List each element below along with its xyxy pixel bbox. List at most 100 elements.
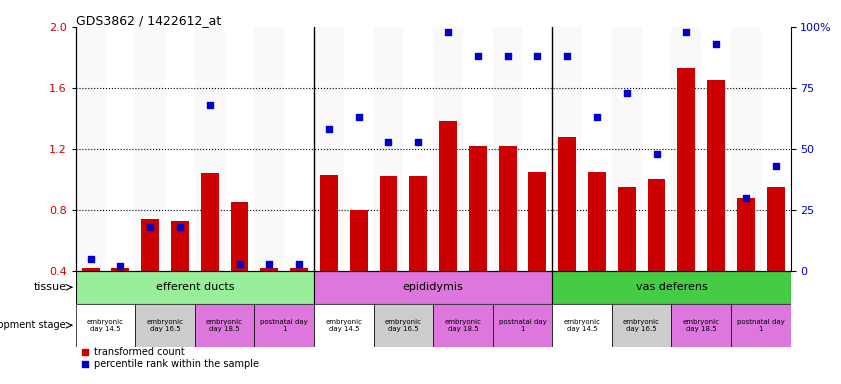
Point [322,126,336,132]
Bar [314,27,344,271]
Text: tissue: tissue [34,282,66,292]
Text: efferent ducts: efferent ducts [156,282,234,292]
Point [501,53,515,59]
Point [144,224,157,230]
Point [262,261,276,267]
Text: embryonic
day 14.5: embryonic day 14.5 [87,319,124,332]
Bar [350,210,368,271]
Bar [76,303,135,347]
Text: postnatal day
1: postnatal day 1 [261,319,308,332]
Text: GDS3862 / 1422612_at: GDS3862 / 1422612_at [76,14,221,27]
Bar [468,146,487,271]
Point [590,114,604,120]
Bar [671,27,701,271]
Bar [611,303,671,347]
Point [442,29,455,35]
Text: development stage: development stage [0,320,66,330]
Bar [373,27,404,271]
Point [78,361,92,367]
Bar [588,172,606,271]
Bar [499,146,516,271]
Bar [379,176,397,271]
Text: postnatal day
1: postnatal day 1 [499,319,547,332]
Point [173,224,187,230]
Point [84,256,98,262]
Bar [671,303,731,347]
Point [203,102,216,108]
Bar [225,27,254,271]
Text: postnatal day
1: postnatal day 1 [737,319,785,332]
Bar [439,121,457,271]
Bar [677,68,696,271]
Point [560,53,574,59]
Bar [76,271,314,303]
Bar [404,27,433,271]
Bar [230,202,248,271]
Point [769,163,782,169]
Bar [320,175,338,271]
Bar [528,172,547,271]
Text: percentile rank within the sample: percentile rank within the sample [93,359,258,369]
Bar [522,27,553,271]
Text: embryonic
day 18.5: embryonic day 18.5 [683,319,720,332]
Bar [553,271,791,303]
Bar [611,27,642,271]
Bar [707,80,725,271]
Bar [195,303,254,347]
Bar [254,27,284,271]
Text: embryonic
day 14.5: embryonic day 14.5 [325,319,362,332]
Point [382,139,395,145]
Point [739,195,753,201]
Bar [201,173,219,271]
Bar [493,303,553,347]
Bar [433,27,463,271]
Bar [165,27,195,271]
Point [78,349,92,356]
Bar [582,27,611,271]
Point [352,114,365,120]
Point [531,53,544,59]
Bar [141,219,159,271]
Text: embryonic
day 18.5: embryonic day 18.5 [206,319,243,332]
Bar [433,303,493,347]
Bar [553,27,582,271]
Bar [105,27,135,271]
Bar [737,198,754,271]
Bar [618,187,636,271]
Bar [642,27,671,271]
Point [411,139,425,145]
Text: epididymis: epididymis [403,282,463,292]
Bar [314,303,373,347]
Bar [261,268,278,271]
Bar [761,27,791,271]
Point [680,29,693,35]
Bar [493,27,522,271]
Bar [410,176,427,271]
Bar [731,303,791,347]
Bar [701,27,731,271]
Bar [135,303,195,347]
Text: embryonic
day 14.5: embryonic day 14.5 [563,319,600,332]
Point [471,53,484,59]
Text: vas deferens: vas deferens [636,282,707,292]
Bar [195,27,225,271]
Bar [767,187,785,271]
Bar [558,137,576,271]
Bar [254,303,314,347]
Point [114,263,127,269]
Bar [731,27,761,271]
Bar [171,221,189,271]
Text: embryonic
day 16.5: embryonic day 16.5 [146,319,183,332]
Bar [314,271,553,303]
Point [620,90,633,96]
Text: embryonic
day 18.5: embryonic day 18.5 [444,319,481,332]
Bar [553,303,611,347]
Bar [135,27,165,271]
Point [293,261,306,267]
Bar [82,268,99,271]
Bar [373,303,433,347]
Text: embryonic
day 16.5: embryonic day 16.5 [623,319,660,332]
Bar [463,27,493,271]
Text: embryonic
day 16.5: embryonic day 16.5 [385,319,422,332]
Text: transformed count: transformed count [93,348,184,358]
